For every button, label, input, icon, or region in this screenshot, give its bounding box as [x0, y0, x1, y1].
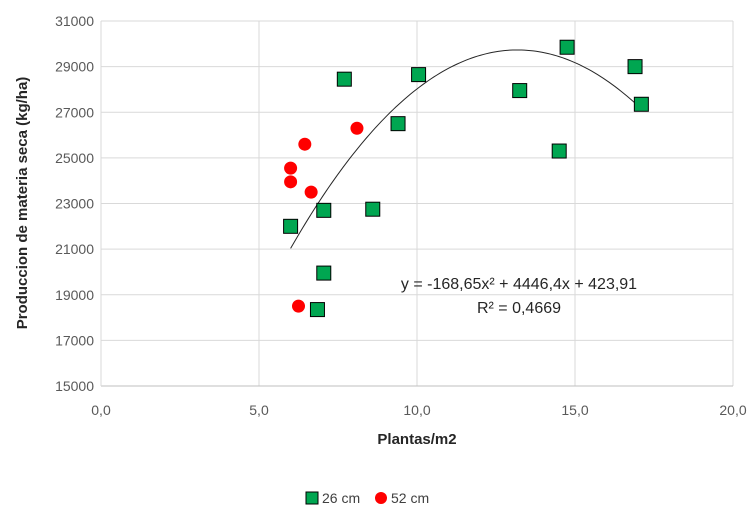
point-52cm	[292, 299, 305, 313]
point-26cm	[309, 302, 325, 318]
y-tick-label: 23000	[55, 196, 94, 212]
x-tick-label: 0,0	[91, 402, 111, 418]
y-tick-label: 25000	[55, 150, 94, 166]
point-26cm	[316, 202, 332, 218]
y-tick-label: 29000	[55, 59, 94, 75]
legend-marker-52cm	[375, 492, 387, 504]
x-tick-label: 15,0	[561, 402, 588, 418]
legend-label-52cm: 52 cm	[391, 490, 429, 506]
point-26cm	[365, 201, 381, 217]
y-tick-label: 17000	[55, 332, 94, 348]
trendline-layer	[290, 49, 642, 249]
trendline-r2: R² = 0,4669	[477, 300, 561, 317]
point-26cm	[336, 71, 352, 87]
point-26cm	[551, 143, 567, 159]
x-tick-label: 5,0	[249, 402, 269, 418]
point-26cm	[316, 265, 332, 281]
trendline-equation: y = -168,65x² + 4446,4x + 423,91	[401, 276, 637, 293]
point-52cm	[350, 121, 364, 135]
x-axis-title: Plantas/m2	[377, 431, 456, 448]
x-tick-label: 10,0	[403, 402, 430, 418]
y-tick-label: 27000	[55, 104, 94, 120]
point-52cm	[284, 161, 298, 175]
point-52cm	[298, 137, 312, 151]
point-52cm	[284, 175, 298, 189]
point-26cm	[559, 39, 575, 55]
point-26cm	[390, 116, 406, 132]
legend-label-26cm: 26 cm	[322, 490, 360, 506]
point-26cm	[633, 96, 649, 112]
legend-marker-26cm	[305, 491, 319, 505]
data-points	[283, 39, 649, 318]
y-tick-label: 19000	[55, 287, 94, 303]
point-26cm	[627, 59, 643, 75]
point-26cm	[512, 83, 528, 99]
point-52cm	[304, 185, 318, 199]
y-tick-label: 31000	[55, 13, 94, 29]
y-tick-label: 15000	[55, 378, 94, 394]
y-axis-title: Produccion de materia seca (kg/ha)	[14, 77, 31, 330]
y-tick-label: 21000	[55, 241, 94, 257]
x-tick-label: 20,0	[719, 402, 746, 418]
trendline	[290, 49, 642, 249]
axes: 15000 17000 19000 21000 23000 25000 27000 29000…	[55, 13, 747, 418]
legend: 26 cm 52 cm	[305, 490, 429, 506]
point-26cm	[411, 67, 427, 83]
gridlines	[101, 20, 734, 386]
point-26cm	[283, 218, 299, 234]
